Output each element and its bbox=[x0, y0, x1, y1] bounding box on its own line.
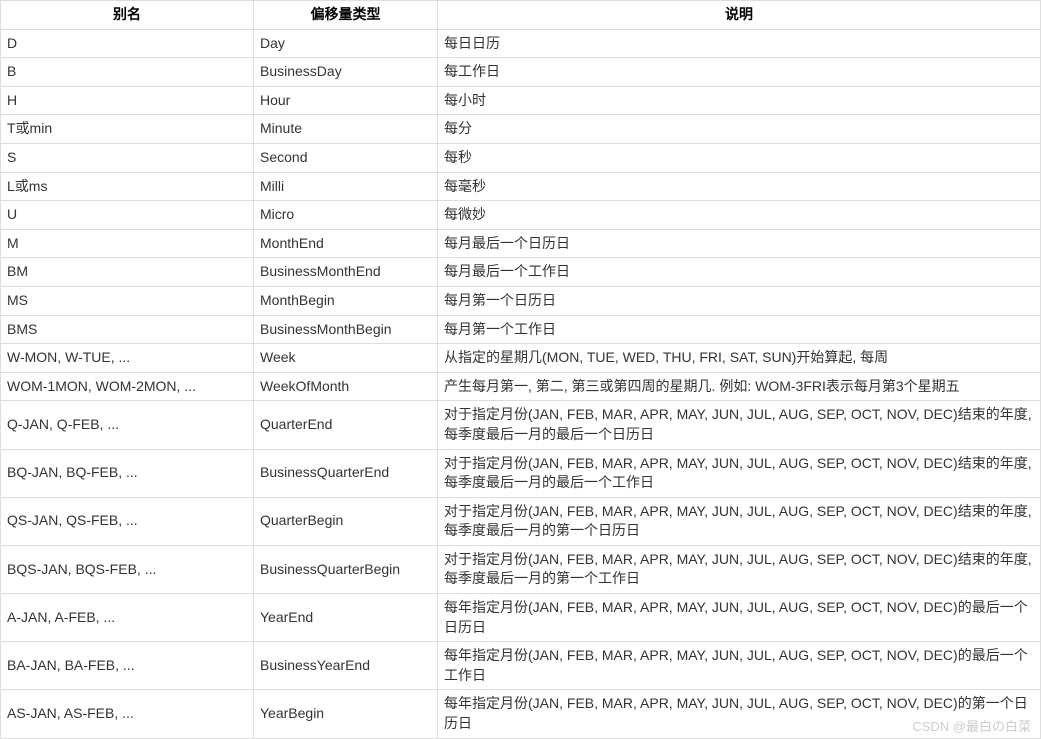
cell-alias: D bbox=[1, 29, 254, 58]
table-row: SSecond每秒 bbox=[1, 143, 1041, 172]
table-row: WOM-1MON, WOM-2MON, ...WeekOfMonth产生每月第一… bbox=[1, 372, 1041, 401]
cell-desc: 每秒 bbox=[438, 143, 1041, 172]
cell-desc: 每日日历 bbox=[438, 29, 1041, 58]
cell-desc: 每毫秒 bbox=[438, 172, 1041, 201]
cell-alias: A-JAN, A-FEB, ... bbox=[1, 594, 254, 642]
cell-desc: 每月第一个工作日 bbox=[438, 315, 1041, 344]
cell-type: Day bbox=[254, 29, 438, 58]
cell-alias: B bbox=[1, 58, 254, 87]
cell-alias: Q-JAN, Q-FEB, ... bbox=[1, 401, 254, 449]
cell-type: Micro bbox=[254, 201, 438, 230]
cell-type: Hour bbox=[254, 86, 438, 115]
table-row: A-JAN, A-FEB, ...YearEnd每年指定月份(JAN, FEB,… bbox=[1, 594, 1041, 642]
cell-desc: 每小时 bbox=[438, 86, 1041, 115]
cell-type: YearBegin bbox=[254, 690, 438, 738]
cell-desc: 产生每月第一, 第二, 第三或第四周的星期几. 例如: WOM-3FRI表示每月… bbox=[438, 372, 1041, 401]
cell-desc: 每年指定月份(JAN, FEB, MAR, APR, MAY, JUN, JUL… bbox=[438, 642, 1041, 690]
table-row: BQ-JAN, BQ-FEB, ...BusinessQuarterEnd对于指… bbox=[1, 449, 1041, 497]
table-row: DDay每日日历 bbox=[1, 29, 1041, 58]
cell-alias: BMS bbox=[1, 315, 254, 344]
table-row: QS-JAN, QS-FEB, ...QuarterBegin对于指定月份(JA… bbox=[1, 497, 1041, 545]
cell-desc: 每年指定月份(JAN, FEB, MAR, APR, MAY, JUN, JUL… bbox=[438, 690, 1041, 738]
cell-alias: H bbox=[1, 86, 254, 115]
cell-alias: MS bbox=[1, 286, 254, 315]
cell-desc: 每月最后一个工作日 bbox=[438, 258, 1041, 287]
table-row: L或msMilli每毫秒 bbox=[1, 172, 1041, 201]
table-row: BQS-JAN, BQS-FEB, ...BusinessQuarterBegi… bbox=[1, 545, 1041, 593]
cell-type: QuarterEnd bbox=[254, 401, 438, 449]
cell-alias: U bbox=[1, 201, 254, 230]
offset-table: 别名 偏移量类型 说明 DDay每日日历BBusinessDay每工作日HHou… bbox=[0, 0, 1041, 739]
cell-desc: 对于指定月份(JAN, FEB, MAR, APR, MAY, JUN, JUL… bbox=[438, 545, 1041, 593]
header-alias: 别名 bbox=[1, 1, 254, 30]
table-header-row: 别名 偏移量类型 说明 bbox=[1, 1, 1041, 30]
table-row: UMicro每微妙 bbox=[1, 201, 1041, 230]
cell-alias: T或min bbox=[1, 115, 254, 144]
cell-alias: WOM-1MON, WOM-2MON, ... bbox=[1, 372, 254, 401]
cell-desc: 每月最后一个日历日 bbox=[438, 229, 1041, 258]
cell-desc: 每分 bbox=[438, 115, 1041, 144]
cell-desc: 对于指定月份(JAN, FEB, MAR, APR, MAY, JUN, JUL… bbox=[438, 497, 1041, 545]
cell-desc: 对于指定月份(JAN, FEB, MAR, APR, MAY, JUN, JUL… bbox=[438, 401, 1041, 449]
table-row: MMonthEnd每月最后一个日历日 bbox=[1, 229, 1041, 258]
cell-type: Week bbox=[254, 344, 438, 373]
table-row: Q-JAN, Q-FEB, ...QuarterEnd对于指定月份(JAN, F… bbox=[1, 401, 1041, 449]
cell-alias: QS-JAN, QS-FEB, ... bbox=[1, 497, 254, 545]
cell-desc: 从指定的星期几(MON, TUE, WED, THU, FRI, SAT, SU… bbox=[438, 344, 1041, 373]
table-row: BMSBusinessMonthBegin每月第一个工作日 bbox=[1, 315, 1041, 344]
table-row: HHour每小时 bbox=[1, 86, 1041, 115]
header-type: 偏移量类型 bbox=[254, 1, 438, 30]
cell-type: BusinessQuarterBegin bbox=[254, 545, 438, 593]
cell-alias: BM bbox=[1, 258, 254, 287]
cell-type: QuarterBegin bbox=[254, 497, 438, 545]
cell-desc: 每微妙 bbox=[438, 201, 1041, 230]
table-row: MSMonthBegin每月第一个日历日 bbox=[1, 286, 1041, 315]
cell-alias: BQS-JAN, BQS-FEB, ... bbox=[1, 545, 254, 593]
table-row: AS-JAN, AS-FEB, ...YearBegin每年指定月份(JAN, … bbox=[1, 690, 1041, 738]
cell-type: BusinessQuarterEnd bbox=[254, 449, 438, 497]
cell-type: BusinessYearEnd bbox=[254, 642, 438, 690]
table-row: T或minMinute每分 bbox=[1, 115, 1041, 144]
cell-alias: AS-JAN, AS-FEB, ... bbox=[1, 690, 254, 738]
cell-type: Milli bbox=[254, 172, 438, 201]
table-body: DDay每日日历BBusinessDay每工作日HHour每小时T或minMin… bbox=[1, 29, 1041, 738]
table-row: W-MON, W-TUE, ...Week从指定的星期几(MON, TUE, W… bbox=[1, 344, 1041, 373]
cell-type: Minute bbox=[254, 115, 438, 144]
header-desc: 说明 bbox=[438, 1, 1041, 30]
cell-alias: S bbox=[1, 143, 254, 172]
cell-type: WeekOfMonth bbox=[254, 372, 438, 401]
cell-desc: 对于指定月份(JAN, FEB, MAR, APR, MAY, JUN, JUL… bbox=[438, 449, 1041, 497]
cell-alias: BA-JAN, BA-FEB, ... bbox=[1, 642, 254, 690]
cell-alias: M bbox=[1, 229, 254, 258]
cell-type: BusinessDay bbox=[254, 58, 438, 87]
cell-alias: L或ms bbox=[1, 172, 254, 201]
table-row: BA-JAN, BA-FEB, ...BusinessYearEnd每年指定月份… bbox=[1, 642, 1041, 690]
cell-alias: BQ-JAN, BQ-FEB, ... bbox=[1, 449, 254, 497]
cell-desc: 每工作日 bbox=[438, 58, 1041, 87]
cell-type: YearEnd bbox=[254, 594, 438, 642]
cell-type: MonthBegin bbox=[254, 286, 438, 315]
table-row: BMBusinessMonthEnd每月最后一个工作日 bbox=[1, 258, 1041, 287]
cell-alias: W-MON, W-TUE, ... bbox=[1, 344, 254, 373]
cell-type: Second bbox=[254, 143, 438, 172]
cell-type: BusinessMonthEnd bbox=[254, 258, 438, 287]
table-row: BBusinessDay每工作日 bbox=[1, 58, 1041, 87]
cell-desc: 每年指定月份(JAN, FEB, MAR, APR, MAY, JUN, JUL… bbox=[438, 594, 1041, 642]
cell-desc: 每月第一个日历日 bbox=[438, 286, 1041, 315]
cell-type: MonthEnd bbox=[254, 229, 438, 258]
cell-type: BusinessMonthBegin bbox=[254, 315, 438, 344]
